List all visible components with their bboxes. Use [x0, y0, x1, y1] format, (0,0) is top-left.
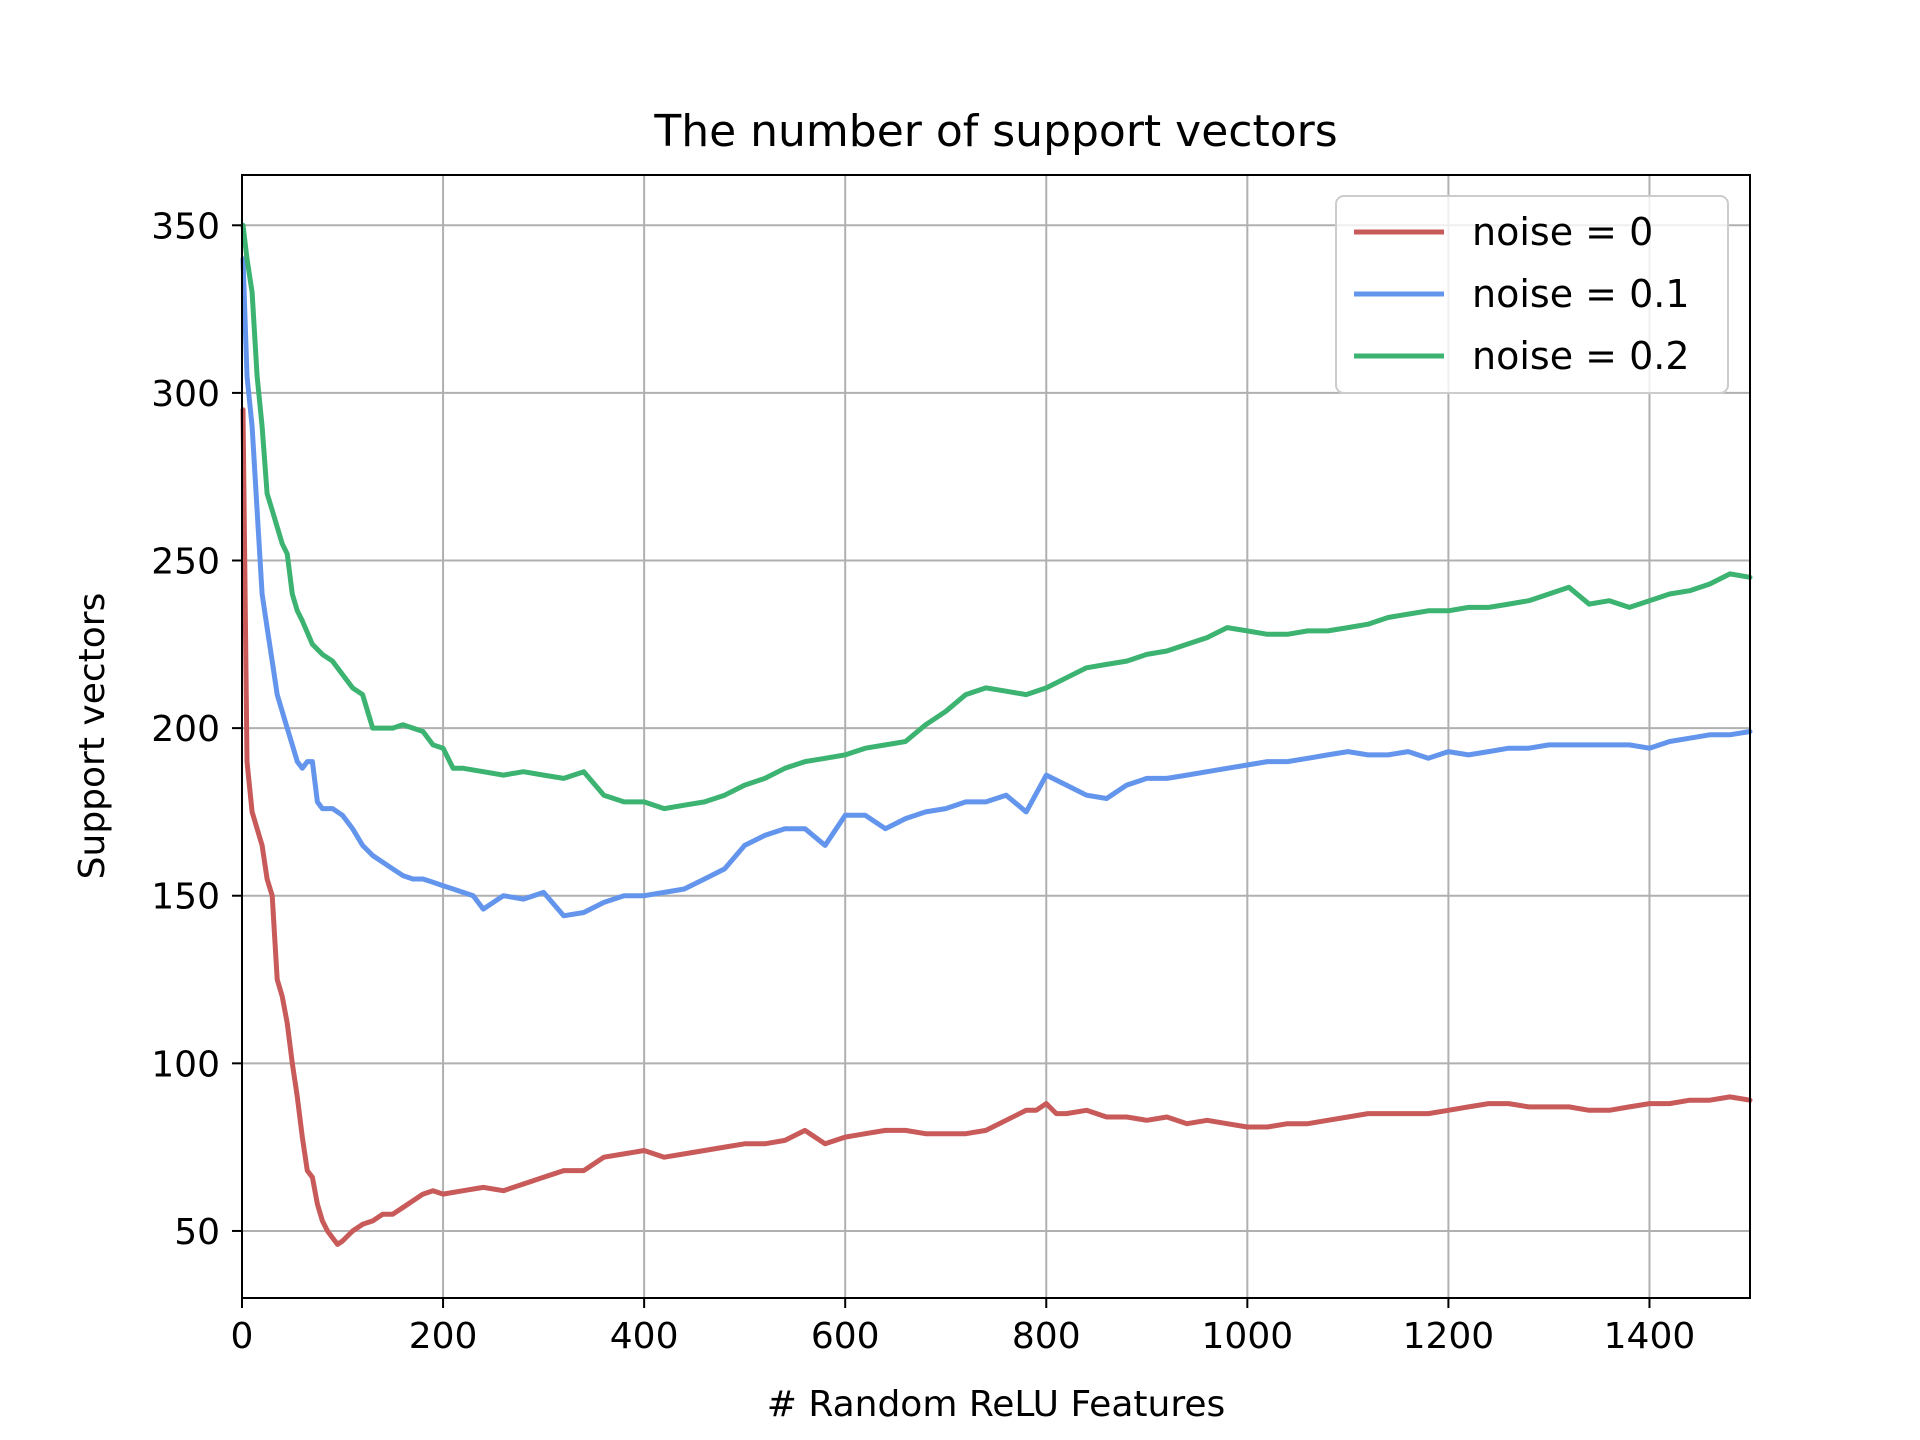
y-tick-label: 100 — [151, 1044, 220, 1085]
legend: noise = 0 noise = 0.1 noise = 0.2 — [1335, 195, 1729, 394]
series-lines — [240, 222, 1753, 1247]
chart-title: The number of support vectors — [653, 106, 1337, 157]
x-axis-label: # Random ReLU Features — [767, 1384, 1226, 1425]
x-tick-label: 1400 — [1604, 1316, 1696, 1357]
y-axis-label: Support vectors — [72, 593, 113, 880]
y-tick-label: 300 — [151, 374, 220, 415]
legend-box — [1335, 195, 1729, 394]
y-tick-label: 250 — [151, 542, 220, 583]
x-tick-label: 1200 — [1403, 1316, 1495, 1357]
x-tick-label: 600 — [811, 1316, 880, 1357]
legend-label-1: noise = 0.1 — [1472, 272, 1690, 316]
legend-label-2: noise = 0.2 — [1472, 334, 1690, 378]
x-tick-label: 200 — [409, 1316, 478, 1357]
axis-ticks: 0 200 400 600 800 1000 1200 1400 50 100 150 200 250 3… — [151, 206, 1695, 1357]
x-tick-label: 400 — [610, 1316, 679, 1357]
series-line-2 — [240, 222, 1753, 812]
x-tick-label: 0 — [231, 1316, 254, 1357]
y-tick-label: 50 — [174, 1212, 220, 1253]
legend-label-0: noise = 0 — [1472, 210, 1653, 254]
series-line-1 — [240, 256, 1753, 919]
y-tick-label: 350 — [151, 206, 220, 247]
y-tick-label: 200 — [151, 709, 220, 750]
x-tick-label: 800 — [1012, 1316, 1081, 1357]
series-line-0 — [240, 407, 1753, 1247]
x-tick-label: 1000 — [1202, 1316, 1294, 1357]
y-tick-label: 150 — [151, 877, 220, 918]
plot-frame — [241, 174, 1751, 1299]
